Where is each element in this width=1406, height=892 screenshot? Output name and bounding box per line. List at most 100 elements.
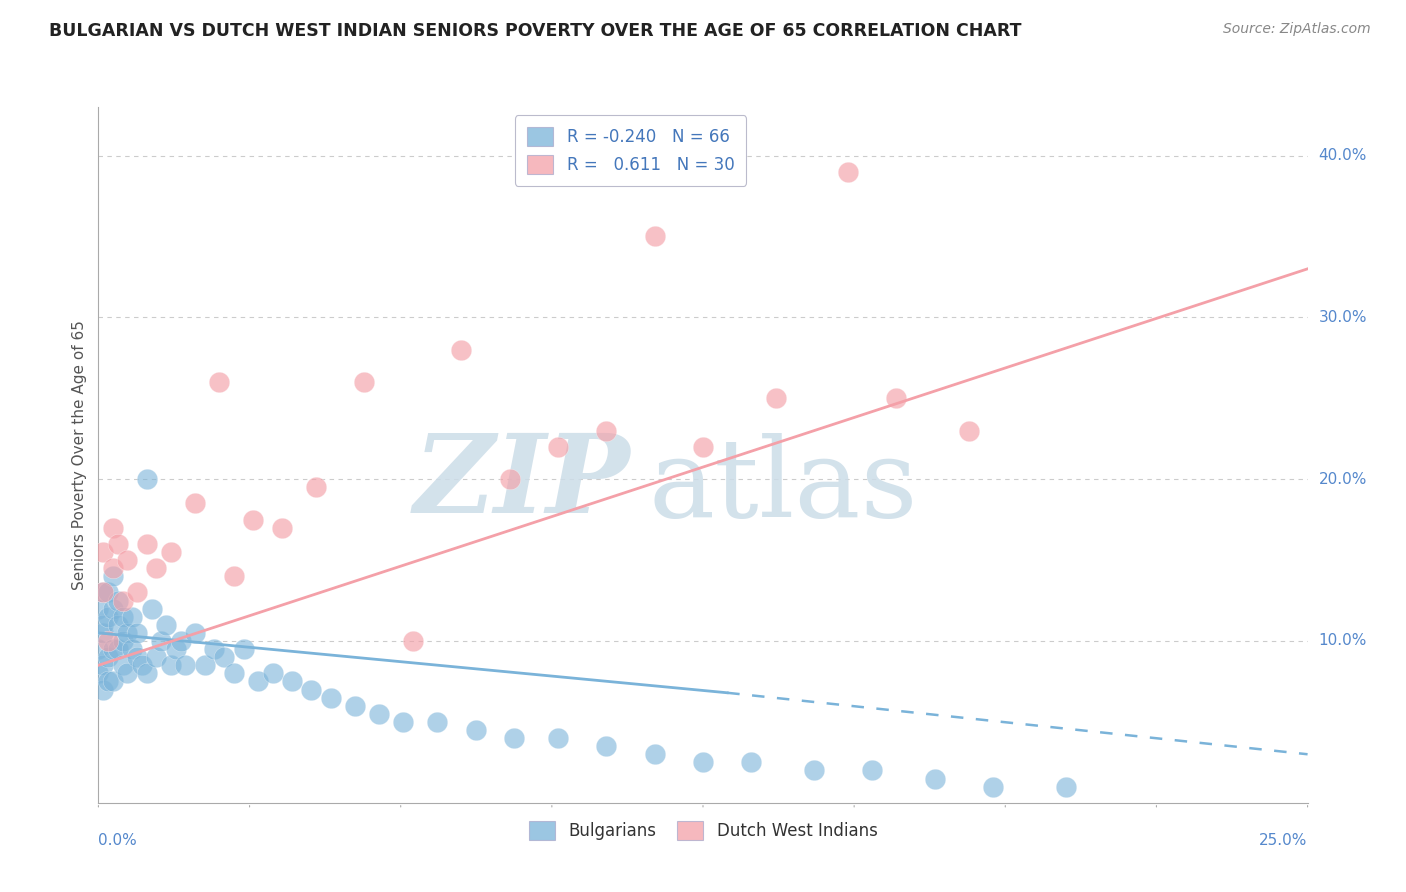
Point <box>692 440 714 454</box>
Point <box>91 658 114 673</box>
Point <box>135 537 157 551</box>
Point <box>160 658 183 673</box>
Point <box>194 658 217 673</box>
Text: 0.0%: 0.0% <box>98 833 138 848</box>
Point <box>87 666 110 681</box>
Point <box>87 642 110 657</box>
Text: 40.0%: 40.0% <box>1319 148 1367 163</box>
Point <box>117 626 139 640</box>
Point <box>644 747 666 762</box>
Point <box>503 731 526 745</box>
Point <box>1054 780 1077 794</box>
Point <box>498 472 520 486</box>
Point <box>981 780 1004 794</box>
Point <box>184 626 207 640</box>
Point <box>111 658 134 673</box>
Text: 30.0%: 30.0% <box>1319 310 1367 325</box>
Point <box>765 392 787 406</box>
Y-axis label: Seniors Poverty Over the Age of 65: Seniors Poverty Over the Age of 65 <box>72 320 87 590</box>
Point <box>160 545 183 559</box>
Point <box>127 650 149 665</box>
Point <box>232 642 254 657</box>
Point <box>97 585 120 599</box>
Point <box>402 634 425 648</box>
Point <box>141 601 163 615</box>
Point <box>91 617 114 632</box>
Point <box>165 642 187 657</box>
Point <box>87 601 110 615</box>
Legend: Bulgarians, Dutch West Indians: Bulgarians, Dutch West Indians <box>522 814 884 847</box>
Text: 20.0%: 20.0% <box>1319 472 1367 487</box>
Point <box>169 634 191 648</box>
Point <box>595 424 617 438</box>
Point <box>368 706 391 721</box>
Point <box>426 714 449 729</box>
Point <box>644 229 666 244</box>
Point <box>222 666 245 681</box>
Point <box>101 674 124 689</box>
Point <box>184 496 207 510</box>
Point <box>299 682 322 697</box>
Point <box>127 585 149 599</box>
Point <box>247 674 270 689</box>
Point <box>886 392 908 406</box>
Point <box>91 682 114 697</box>
Point <box>121 609 143 624</box>
Text: ZIP: ZIP <box>413 429 630 536</box>
Point <box>740 756 762 770</box>
Point <box>107 642 129 657</box>
Point <box>860 764 883 778</box>
Point <box>101 521 124 535</box>
Point <box>135 472 157 486</box>
Point <box>547 731 569 745</box>
Point <box>450 343 472 357</box>
Point <box>271 521 294 535</box>
Text: atlas: atlas <box>648 433 918 540</box>
Point <box>121 642 143 657</box>
Point <box>392 714 415 729</box>
Point <box>131 658 153 673</box>
Point <box>111 593 134 607</box>
Point <box>145 561 167 575</box>
Point <box>135 666 157 681</box>
Point <box>692 756 714 770</box>
Point <box>101 569 124 583</box>
Point <box>262 666 284 681</box>
Point <box>150 634 173 648</box>
Text: BULGARIAN VS DUTCH WEST INDIAN SENIORS POVERTY OVER THE AGE OF 65 CORRELATION CH: BULGARIAN VS DUTCH WEST INDIAN SENIORS P… <box>49 22 1022 40</box>
Point <box>101 601 124 615</box>
Point <box>111 634 134 648</box>
Point <box>91 585 114 599</box>
Point <box>319 690 342 705</box>
Point <box>97 609 120 624</box>
Point <box>464 723 486 737</box>
Point <box>155 617 177 632</box>
Text: Source: ZipAtlas.com: Source: ZipAtlas.com <box>1223 22 1371 37</box>
Text: 25.0%: 25.0% <box>1260 833 1308 848</box>
Point <box>145 650 167 665</box>
Text: 10.0%: 10.0% <box>1319 633 1367 648</box>
Point <box>837 165 859 179</box>
Point <box>91 545 114 559</box>
Point <box>101 642 124 657</box>
Point <box>97 634 120 648</box>
Point <box>91 585 114 599</box>
Point <box>127 626 149 640</box>
Point <box>91 626 114 640</box>
Point <box>924 772 946 786</box>
Point <box>353 375 375 389</box>
Point <box>208 375 231 389</box>
Point <box>107 617 129 632</box>
Point <box>174 658 197 673</box>
Point <box>107 537 129 551</box>
Point <box>97 674 120 689</box>
Point <box>117 666 139 681</box>
Point <box>803 764 825 778</box>
Point <box>547 440 569 454</box>
Point <box>595 739 617 754</box>
Point <box>117 553 139 567</box>
Point <box>305 480 328 494</box>
Point <box>107 593 129 607</box>
Point <box>281 674 304 689</box>
Point <box>343 698 366 713</box>
